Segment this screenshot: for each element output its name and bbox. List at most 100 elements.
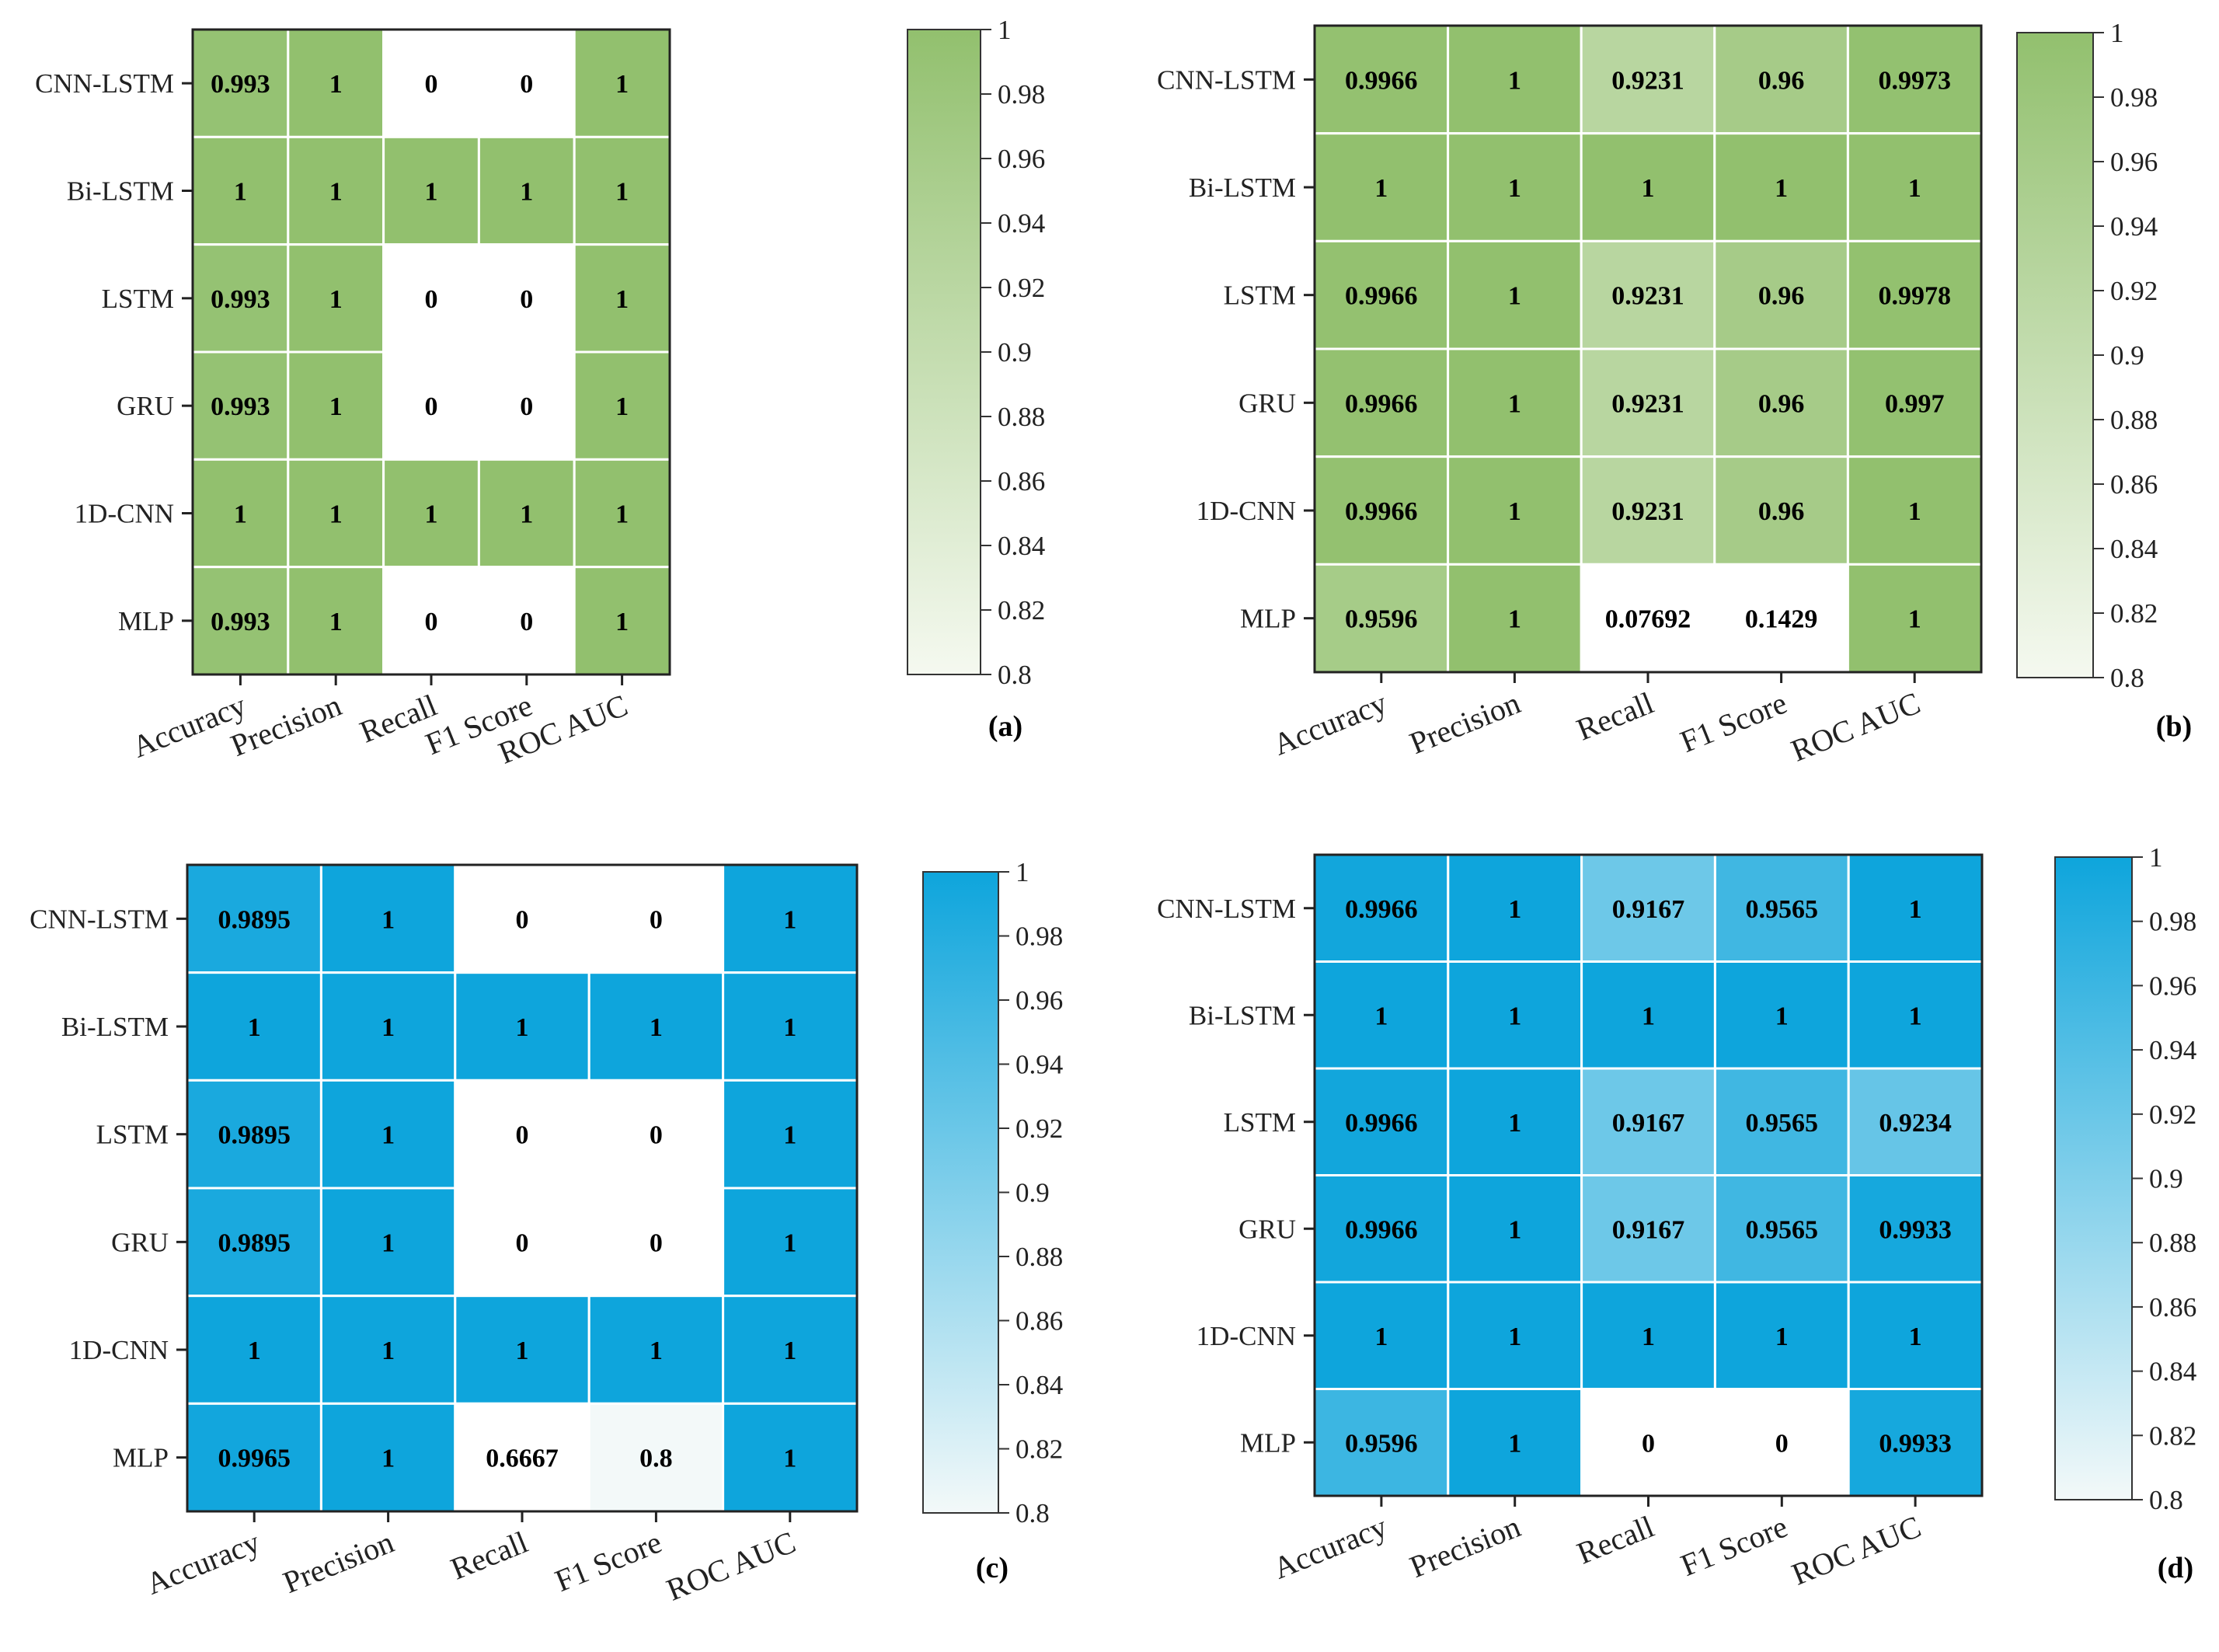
cell-value-label: 1 (1908, 174, 1921, 203)
heatmap-cell (1580, 853, 1716, 963)
row-label: CNN-LSTM (35, 68, 174, 99)
cell-value-label: 1 (234, 500, 247, 529)
heatmap-cell (587, 1079, 725, 1190)
heatmap-cell (1580, 1067, 1716, 1176)
colorbar-tick-label: 0.8 (1015, 1498, 1050, 1528)
column-label: F1 Score (1676, 1509, 1792, 1583)
colorbar-tick-label: 0.96 (2149, 971, 2196, 1001)
heatmap-cell (319, 971, 457, 1082)
cell-value-label: 0.9966 (1345, 389, 1418, 418)
heatmap-cell (1713, 455, 1849, 566)
cell-value-label: 0.9167 (1612, 1215, 1685, 1244)
colorbar-tick-label: 0.82 (998, 595, 1045, 626)
heatmap-cell (1580, 1281, 1716, 1390)
row-label: Bi-LSTM (67, 176, 174, 207)
colorbar-tick-label: 0.96 (2110, 147, 2158, 177)
row-label: 1D-CNN (75, 499, 174, 529)
column-label: Recall (1572, 1509, 1659, 1571)
heatmap-cell (1447, 1174, 1583, 1284)
heatmap-cell (382, 566, 480, 676)
heatmap-cell (1313, 24, 1450, 135)
panel-label: (d) (2158, 1552, 2193, 1584)
colorbar-tick-label: 1 (2110, 18, 2124, 48)
colorbar-gradient (2017, 33, 2093, 678)
cell-value-label: 0.9565 (1746, 1215, 1819, 1244)
cell-value-label: 1 (1374, 174, 1388, 203)
cell-value-label: 0.993 (211, 608, 270, 636)
heatmap-cell (722, 1295, 859, 1405)
heatmap-cell (1713, 960, 1850, 1070)
cell-value-label: 1 (381, 1121, 395, 1150)
colorbar-tick-label: 1 (998, 15, 1012, 45)
heatmap-cell (722, 863, 859, 974)
heatmap-cell (454, 1402, 590, 1513)
heatmap-cell (1846, 347, 1983, 458)
heatmap-cell (573, 350, 671, 461)
heatmap-cell (1580, 563, 1716, 674)
cell-value-label: 1 (520, 500, 533, 529)
colorbar-tick-label: 0.8 (998, 660, 1032, 690)
column-label: Precision (278, 1525, 399, 1600)
cell-value-label: 1 (1908, 605, 1921, 634)
cell-value-label: 0 (516, 905, 529, 934)
cell-value-label: 1 (1508, 389, 1521, 418)
heatmap-cell (1447, 24, 1583, 135)
cell-value-label: 1 (615, 70, 629, 99)
row-label: GRU (111, 1227, 169, 1257)
row-label: 1D-CNN (1197, 1321, 1296, 1351)
cell-value-label: 0 (425, 285, 438, 314)
cell-value-label: 1 (1908, 497, 1921, 526)
cell-value-label: 0.96 (1758, 66, 1805, 95)
cell-value-label: 1 (516, 1337, 529, 1365)
cell-value-label: 1 (783, 905, 796, 934)
cell-value-label: 1 (1508, 1429, 1521, 1458)
column-label: Accuracy (127, 688, 251, 765)
cell-value-label: 1 (783, 1337, 796, 1365)
heatmap-cell (1580, 455, 1716, 566)
heatmap-cell (573, 135, 671, 246)
cell-value-label: 0.9966 (1345, 1109, 1418, 1138)
row-label: CNN-LSTM (30, 904, 169, 934)
cell-value-label: 1 (329, 178, 343, 207)
cell-value-label: 1 (650, 1013, 663, 1042)
cell-value-label: 0.9966 (1345, 497, 1418, 526)
colorbar-tick-label: 0.94 (2110, 211, 2158, 242)
cell-value-label: 0.8 (639, 1445, 673, 1473)
row-label: Bi-LSTM (61, 1012, 169, 1042)
colorbar-tick-label: 0.92 (2110, 276, 2158, 306)
cell-value-label: 1 (520, 178, 533, 207)
cell-value-label: 0 (1642, 1429, 1655, 1458)
cell-value-label: 0 (520, 70, 533, 99)
cell-value-label: 0 (516, 1121, 529, 1150)
colorbar-tick-label: 0.82 (1015, 1434, 1063, 1465)
heatmap-cell (319, 1402, 457, 1513)
column-label: Recall (1572, 685, 1659, 748)
cell-value-label: 1 (615, 178, 629, 207)
row-label: CNN-LSTM (1157, 64, 1296, 95)
cell-value-label: 0.9973 (1878, 66, 1951, 95)
cell-value-label: 1 (1508, 605, 1521, 634)
cell-value-label: 0.9895 (218, 905, 291, 934)
heatmap-cell (722, 1402, 859, 1513)
colorbar-tick-label: 0.94 (1015, 1050, 1063, 1080)
cell-value-label: 0.96 (1758, 389, 1805, 418)
cell-value-label: 1 (248, 1013, 261, 1042)
colorbar-tick-label: 0.86 (2149, 1292, 2196, 1323)
row-label: Bi-LSTM (1189, 1000, 1296, 1030)
colorbar-tick-label: 0.8 (2149, 1485, 2183, 1515)
colorbar-tick-label: 0.96 (1015, 985, 1063, 1016)
cell-value-label: 0.9596 (1345, 1429, 1418, 1458)
cell-value-label: 0.9933 (1879, 1429, 1952, 1458)
cell-value-label: 0.9231 (1611, 497, 1684, 526)
cell-value-label: 1 (615, 608, 629, 636)
heatmap-cell (1847, 1388, 1984, 1497)
heatmap-cell (287, 458, 385, 569)
heatmap-cell (287, 350, 385, 461)
heatmap-cell (1447, 1281, 1583, 1390)
cell-value-label: 1 (381, 1229, 395, 1257)
cell-value-label: 1 (1508, 1215, 1521, 1244)
heatmap-cell (1713, 1281, 1850, 1390)
cell-value-label: 1 (1508, 282, 1521, 311)
column-label: Accuracy (1268, 685, 1392, 762)
colorbar-tick-label: 0.9 (1015, 1178, 1050, 1208)
